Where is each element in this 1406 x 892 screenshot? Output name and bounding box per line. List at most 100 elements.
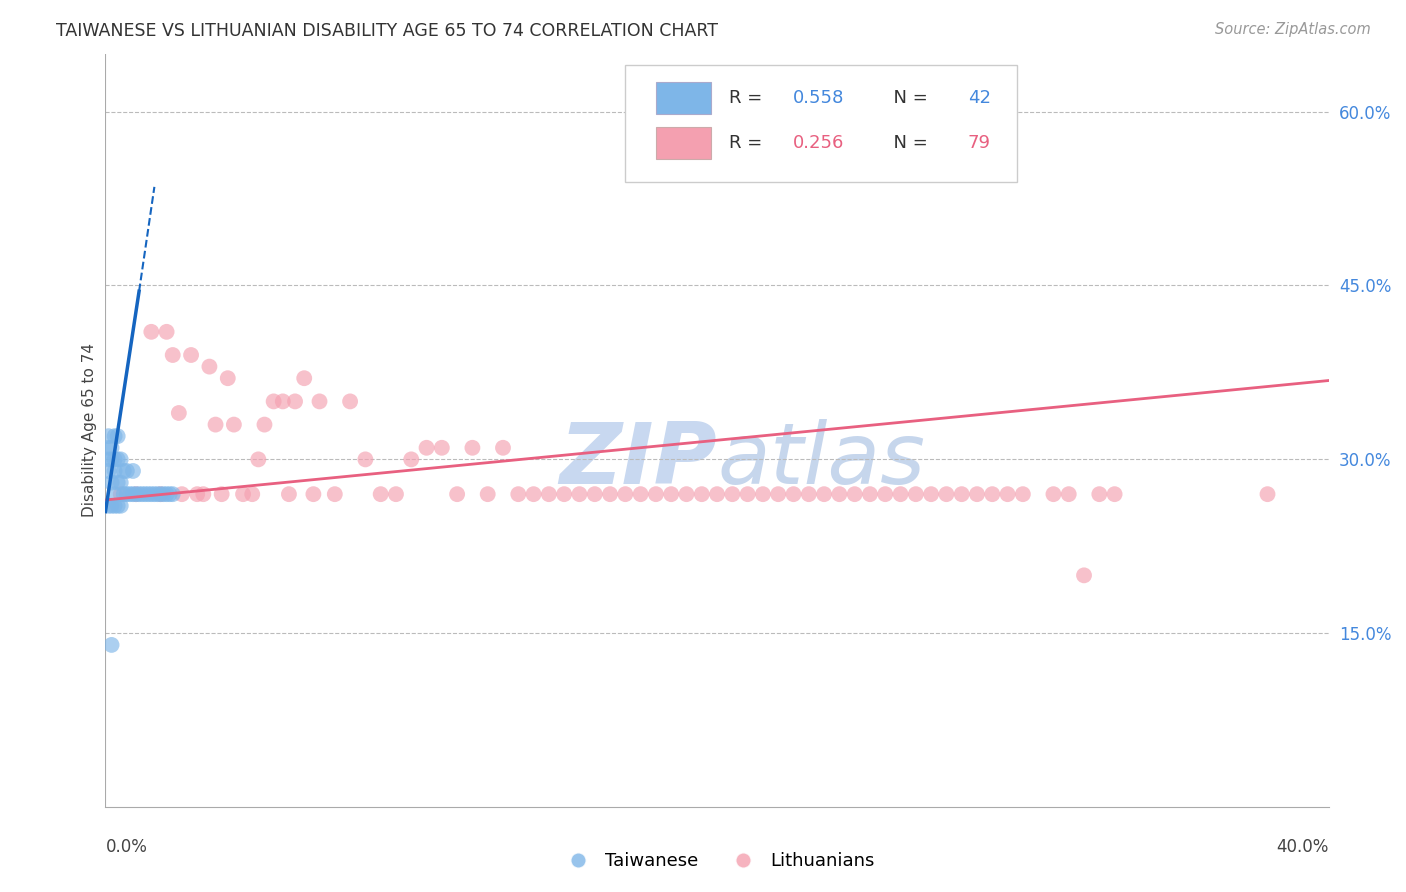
Point <box>110 452 132 467</box>
Point <box>204 417 226 432</box>
Point <box>104 487 127 501</box>
Text: 40.0%: 40.0% <box>1277 838 1329 855</box>
Point <box>302 487 325 501</box>
Point <box>477 487 499 501</box>
Point <box>146 487 169 501</box>
Point <box>134 487 156 501</box>
Point <box>737 487 759 501</box>
Point <box>614 487 637 501</box>
Point <box>253 417 276 432</box>
Point <box>97 452 120 467</box>
Point <box>935 487 957 501</box>
Point <box>100 499 122 513</box>
Point <box>112 487 135 501</box>
Point <box>813 487 835 501</box>
Point <box>284 394 307 409</box>
Point <box>125 487 148 501</box>
Point <box>323 487 346 501</box>
Point <box>430 441 453 455</box>
Point <box>308 394 330 409</box>
Point <box>104 464 127 478</box>
Point <box>844 487 866 501</box>
Point <box>122 487 145 501</box>
Point <box>385 487 408 501</box>
Point <box>152 487 174 501</box>
Point <box>523 487 546 501</box>
Point <box>675 487 697 501</box>
Point <box>950 487 973 501</box>
Point <box>339 394 361 409</box>
Point <box>104 429 127 443</box>
Point <box>97 429 120 443</box>
Point <box>115 464 138 478</box>
Point <box>232 487 254 501</box>
Point <box>292 371 315 385</box>
Text: 0.256: 0.256 <box>793 134 844 153</box>
Text: R =: R = <box>730 89 768 107</box>
Point <box>141 325 163 339</box>
Point <box>247 452 270 467</box>
Point <box>446 487 468 501</box>
Point <box>97 499 120 513</box>
Text: 79: 79 <box>967 134 991 153</box>
Legend: Taiwanese, Lithuanians: Taiwanese, Lithuanians <box>553 845 882 878</box>
Point <box>537 487 560 501</box>
Point <box>721 487 744 501</box>
Point <box>155 487 177 501</box>
Point <box>198 359 221 374</box>
Point <box>271 394 294 409</box>
Text: N =: N = <box>882 89 934 107</box>
Point <box>966 487 988 501</box>
Point <box>278 487 301 501</box>
Point <box>100 441 122 455</box>
Point <box>690 487 713 501</box>
Point <box>461 441 484 455</box>
Point <box>981 487 1004 501</box>
Text: 42: 42 <box>967 89 991 107</box>
Point <box>186 487 208 501</box>
Point <box>104 452 127 467</box>
Point <box>107 429 129 443</box>
Point <box>889 487 911 501</box>
Point <box>143 487 166 501</box>
Point <box>370 487 392 501</box>
Point <box>797 487 820 501</box>
Point <box>644 487 666 501</box>
Point <box>193 487 215 501</box>
Point <box>118 487 141 501</box>
Point <box>553 487 575 501</box>
Text: R =: R = <box>730 134 768 153</box>
Text: Source: ZipAtlas.com: Source: ZipAtlas.com <box>1215 22 1371 37</box>
Point <box>752 487 775 501</box>
Point <box>920 487 942 501</box>
Point <box>100 452 122 467</box>
Point <box>263 394 285 409</box>
Point <box>97 441 120 455</box>
Point <box>217 371 239 385</box>
Point <box>155 325 177 339</box>
Point <box>659 487 682 501</box>
Point <box>170 487 193 501</box>
Point <box>136 487 159 501</box>
Point <box>107 499 129 513</box>
Point <box>125 487 148 501</box>
Point <box>112 464 135 478</box>
Point <box>568 487 591 501</box>
FancyBboxPatch shape <box>626 65 1017 182</box>
Point <box>768 487 790 501</box>
Point <box>492 441 515 455</box>
Point <box>1042 487 1064 501</box>
Point <box>828 487 851 501</box>
Point <box>599 487 621 501</box>
Point <box>110 499 132 513</box>
Point <box>107 452 129 467</box>
Text: ZIP: ZIP <box>560 419 717 502</box>
FancyBboxPatch shape <box>655 82 711 114</box>
Y-axis label: Disability Age 65 to 74: Disability Age 65 to 74 <box>82 343 97 517</box>
Point <box>180 348 202 362</box>
Point <box>782 487 804 501</box>
Point <box>583 487 606 501</box>
Point <box>1104 487 1126 501</box>
Point <box>1011 487 1033 501</box>
Point <box>1088 487 1111 501</box>
